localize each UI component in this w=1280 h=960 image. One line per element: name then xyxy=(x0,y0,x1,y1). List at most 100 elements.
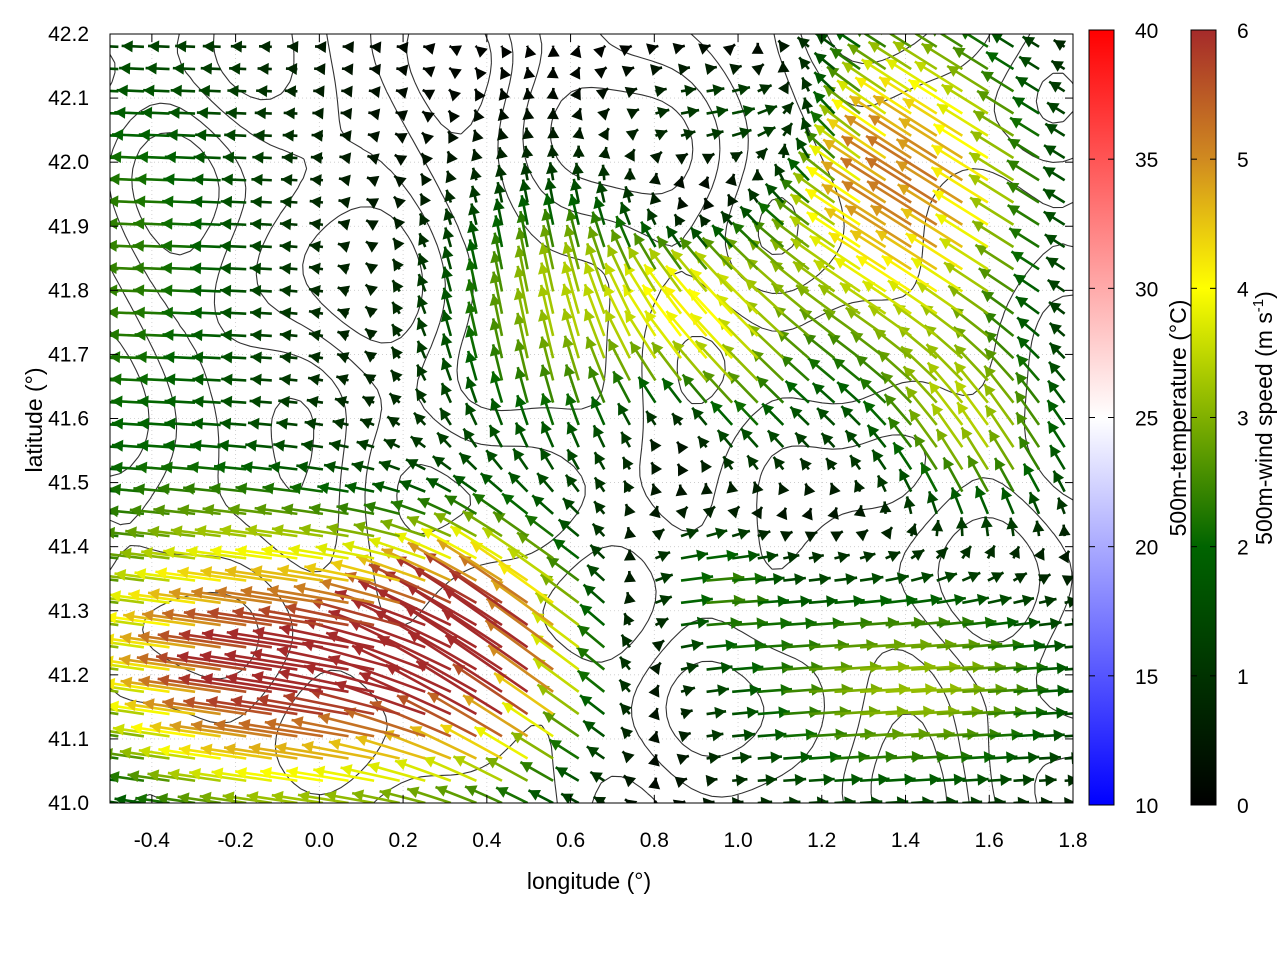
wind-arrow-head xyxy=(951,307,965,319)
wind-arrow xyxy=(468,203,480,226)
wind-arrow-shaft xyxy=(444,634,529,693)
wind-arrow-head xyxy=(881,255,895,267)
wind-arrow xyxy=(406,515,452,538)
wind-arrow xyxy=(885,638,932,651)
wind-arrow-head xyxy=(315,543,328,555)
wind-arrow xyxy=(110,600,119,605)
wind-arrow xyxy=(488,424,504,448)
wind-arrow-head xyxy=(845,205,858,217)
wind-arrow-head xyxy=(262,482,275,495)
wind-arrow-head xyxy=(334,396,348,408)
wind-arrow-head xyxy=(977,773,989,786)
wind-arrow-head xyxy=(904,773,916,786)
wind-arrow-head xyxy=(673,176,685,189)
wind-arrow-head xyxy=(1017,317,1030,330)
wind-arrow-head xyxy=(990,572,1004,583)
wind-arrow-head xyxy=(755,148,768,161)
wind-arrow xyxy=(110,677,170,694)
wind-arrow xyxy=(987,616,1019,629)
wind-arrow-shaft xyxy=(110,445,119,449)
wind-arrow xyxy=(905,232,964,271)
wind-arrow-head xyxy=(121,40,133,53)
wind-arrow xyxy=(757,104,778,116)
wind-arrow-head xyxy=(832,358,846,370)
wind-arrow-head xyxy=(845,573,858,586)
wind-arrow xyxy=(717,317,759,360)
wind-arrow xyxy=(110,663,145,671)
wind-arrow-head xyxy=(1032,520,1045,533)
wind-arrow xyxy=(121,40,145,53)
wind-arrow-head xyxy=(712,225,725,238)
wind-arrow-head xyxy=(968,455,979,469)
wind-arrow-shaft xyxy=(309,689,401,716)
wind-arrow xyxy=(903,496,916,515)
wind-arrow-head xyxy=(1016,412,1028,425)
wind-arrow xyxy=(826,117,887,160)
wind-arrow-head xyxy=(279,329,292,342)
wind-arrow xyxy=(261,544,324,560)
wind-arrow-head xyxy=(278,395,290,408)
wind-arrow xyxy=(562,241,580,292)
wind-arrow xyxy=(706,105,729,118)
wind-arrow xyxy=(156,792,196,803)
wind-arrow xyxy=(571,162,584,181)
wind-arrow-shaft xyxy=(407,541,478,582)
wind-arrow xyxy=(125,526,170,539)
wind-arrow xyxy=(866,424,887,448)
wind-arrow-head xyxy=(593,425,604,438)
wind-arrow xyxy=(803,332,836,360)
wind-arrow-head xyxy=(984,616,997,629)
wind-arrow xyxy=(319,578,401,605)
wind-arrow xyxy=(163,173,196,186)
wind-arrow xyxy=(336,330,350,342)
wind-arrow-head xyxy=(389,393,402,406)
wind-arrow-head xyxy=(954,362,967,375)
wind-arrow-head xyxy=(514,265,526,278)
wind-arrow-head xyxy=(337,352,350,364)
wind-label-sup: -1 xyxy=(1250,299,1267,312)
wind-arrow xyxy=(680,662,699,674)
wind-arrow-head xyxy=(110,548,111,557)
wind-arrow xyxy=(190,217,221,230)
wind-arrow-head xyxy=(448,131,459,144)
wind-arrow-head xyxy=(86,396,97,408)
wind-arrow xyxy=(220,351,247,364)
wind-arrow xyxy=(155,567,221,582)
wind-arrow xyxy=(473,725,529,760)
wind-arrow xyxy=(966,455,990,493)
wind-arrow xyxy=(420,527,478,560)
wind-arrow xyxy=(250,329,272,342)
wind-arrow-head xyxy=(849,95,863,107)
wind-arrow-head xyxy=(866,639,878,652)
wind-arrow-head xyxy=(579,695,593,707)
wind-arrow xyxy=(492,510,529,538)
wind-arrow-shaft xyxy=(415,660,503,716)
wind-arrow-head xyxy=(279,218,292,231)
wind-arrow-head xyxy=(686,662,699,674)
wind-arrow-shaft xyxy=(351,644,452,693)
wind-arrow xyxy=(783,728,818,741)
wind-arrow xyxy=(1048,342,1066,360)
wind-arrow-head xyxy=(980,516,993,529)
wind-arrow-head xyxy=(213,719,226,732)
wind-arrow xyxy=(219,284,247,297)
wind-arrow xyxy=(675,484,688,497)
wind-arrow-head xyxy=(95,570,107,582)
y-tick-label: 41.3 xyxy=(48,600,89,623)
wind-arrow-shaft xyxy=(277,567,349,582)
wind-arrow-head xyxy=(432,456,446,468)
wind-arrow xyxy=(160,262,196,275)
wind-arrow xyxy=(732,572,767,585)
wind-arrow-shaft xyxy=(226,630,324,649)
wind-arrow xyxy=(433,512,478,538)
wind-arrow-head xyxy=(158,744,171,757)
wind-arrow-head xyxy=(466,239,479,252)
wind-arrow xyxy=(217,439,247,452)
wind-arrow-head xyxy=(1053,40,1067,51)
wind-arrow xyxy=(364,327,378,341)
wind-arrow-head xyxy=(698,176,710,190)
wind-arrow-head xyxy=(200,566,213,578)
wind-arrow xyxy=(795,137,810,159)
wind-arrow-head xyxy=(261,544,274,557)
wind-arrow xyxy=(222,151,247,164)
